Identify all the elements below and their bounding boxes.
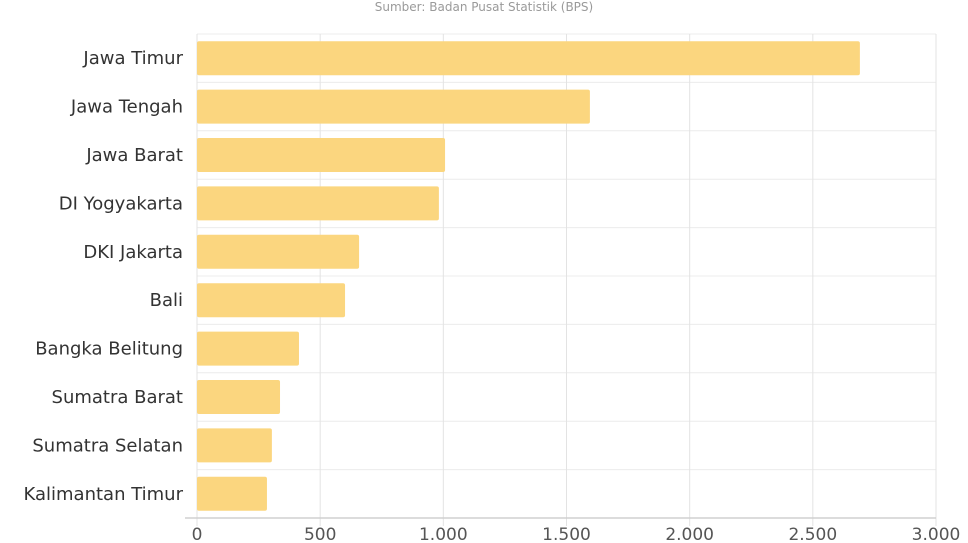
bar — [197, 234, 360, 269]
x-tick-label: 1.000 — [419, 525, 468, 543]
x-tick-label: 0 — [192, 525, 203, 543]
category-label: DI Yogyakarta — [59, 193, 183, 214]
category-label: Sumatra Barat — [52, 387, 183, 408]
bar — [197, 331, 299, 366]
category-label: Bangka Belitung — [35, 339, 183, 360]
bar — [197, 283, 346, 318]
x-tick-label: 2.000 — [665, 525, 714, 543]
x-tick-label: 2.500 — [788, 525, 837, 543]
chart-source: Sumber: Badan Pusat Statistik (BPS) — [374, 0, 594, 14]
bar — [197, 89, 590, 124]
category-label: Jawa Timur — [82, 48, 183, 69]
category-label: Sumatra Selatan — [32, 435, 183, 456]
category-label: Kalimantan Timur — [24, 484, 184, 505]
bar — [197, 428, 272, 463]
x-tick-label: 3.000 — [912, 525, 961, 543]
x-tick-label: 500 — [304, 525, 336, 543]
category-label: Bali — [150, 290, 183, 311]
bar — [197, 476, 267, 511]
bar — [197, 380, 281, 414]
category-label: Jawa Barat — [85, 145, 183, 166]
bar — [197, 41, 860, 76]
bar — [197, 138, 446, 172]
category-label: Jawa Tengah — [70, 97, 183, 118]
x-tick-label: 1.500 — [542, 525, 591, 543]
bar — [197, 186, 439, 221]
category-label: DKI Jakarta — [83, 242, 183, 263]
